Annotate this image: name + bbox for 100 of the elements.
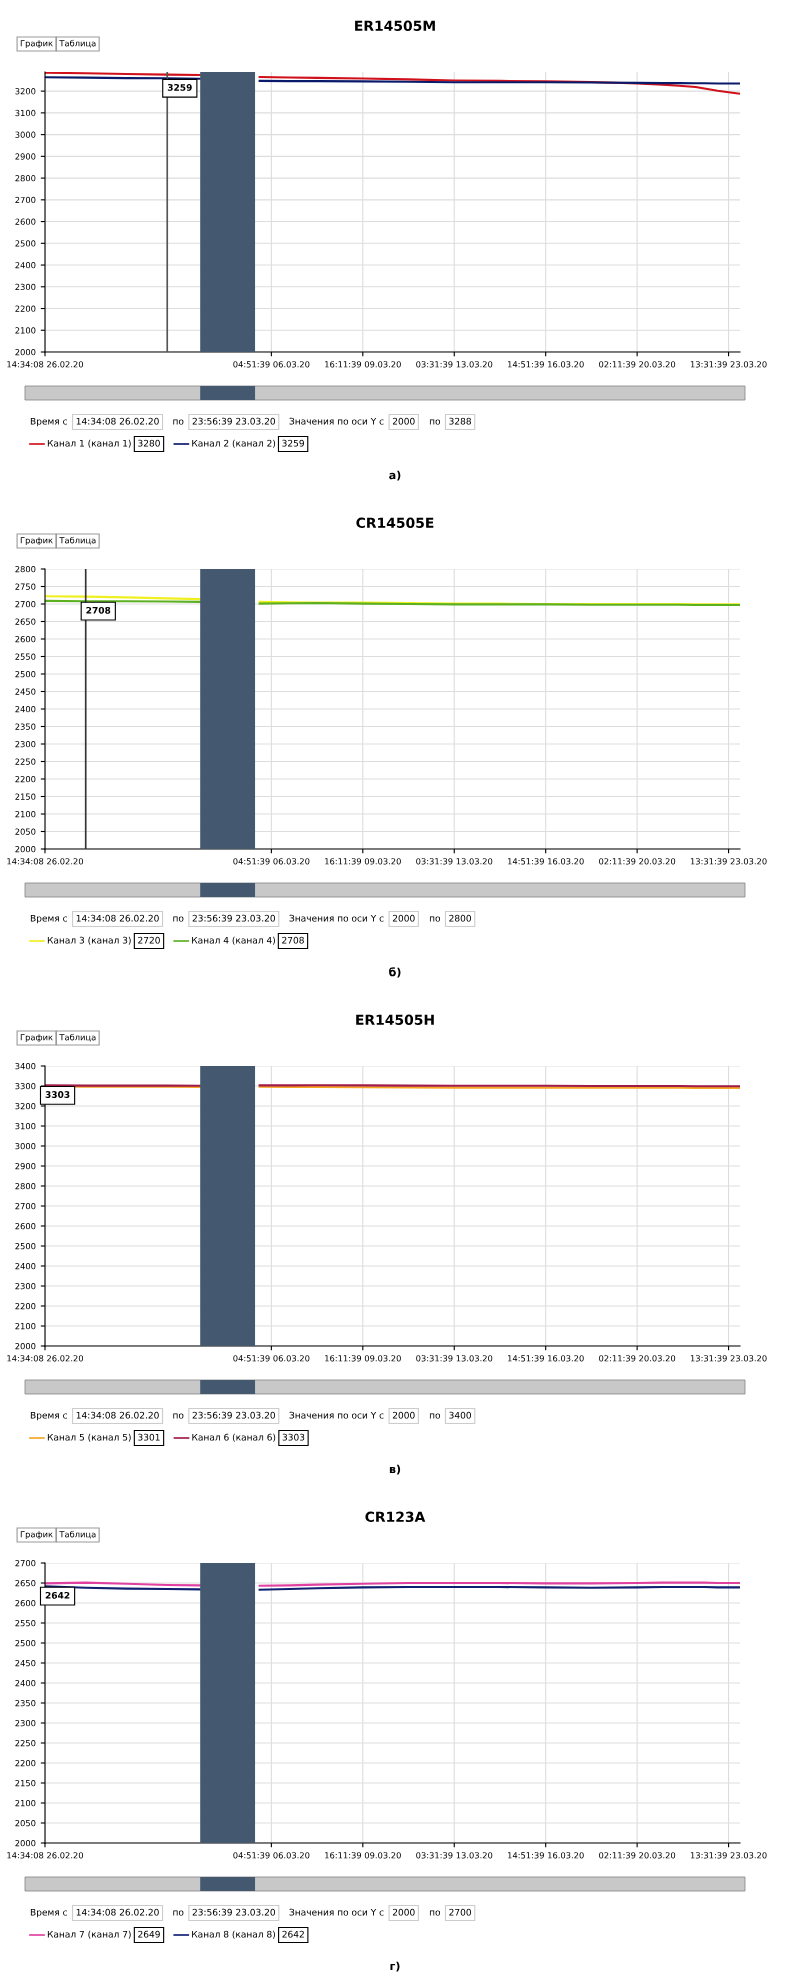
y-tick-label: 2150: [15, 1779, 36, 1787]
legend-label: Канал 8 (канал 8): [192, 1930, 275, 1939]
y-tick-label: 2300: [15, 1719, 36, 1727]
x-tick-label: 02:11:39 20.03.20: [599, 858, 676, 865]
text: 3280: [138, 439, 160, 447]
x-tick-label: 04:51:39 06.03.20: [233, 1852, 310, 1859]
y-tick-label: 2400: [15, 1679, 36, 1687]
text: по: [429, 1413, 441, 1419]
x-tick-label: 16:11:39 09.03.20: [325, 1852, 401, 1859]
text: в): [389, 1464, 401, 1475]
y-tick-label: 2300: [15, 1282, 36, 1290]
text: Время с: [30, 1411, 67, 1421]
text: Значения по оси Y с: [289, 417, 384, 425]
text: 23:56:39 23.03.20: [192, 1908, 276, 1916]
y-tick-label: 2200: [15, 305, 36, 312]
legend-label: Канал 7 (канал 7): [47, 1930, 131, 1939]
chart-title: ER14505H: [356, 1014, 434, 1026]
text: График: [20, 40, 53, 49]
y-tick-label: 2500: [15, 240, 36, 247]
text: Время с: [30, 1908, 67, 1918]
text: 14:34:08 26.02.20: [76, 417, 159, 425]
y-tick-label: 3100: [15, 1122, 36, 1130]
y-tick-label: 2100: [15, 1322, 36, 1330]
y-tick-label: 2550: [15, 1619, 36, 1627]
text: а): [389, 470, 401, 481]
y-tick-label: 2500: [15, 670, 36, 678]
chart-title: CR14505E: [356, 517, 434, 529]
y-tick-label: 2050: [15, 828, 36, 835]
text: по: [173, 916, 184, 922]
y-tick-label: 2400: [15, 705, 36, 713]
text: б): [389, 967, 401, 978]
x-tick-label: 03:31:39 13.03.20: [416, 361, 493, 368]
text: График: [20, 1531, 53, 1540]
text: 23:56:39 23.03.20: [192, 914, 276, 922]
x-tick-label: 03:31:39 13.03.20: [416, 1852, 493, 1859]
x-tick-label: 13:31:39 23.03.20: [690, 1355, 767, 1362]
legend-label: Канал 3 (канал 3): [47, 936, 131, 945]
y-tick-label: 2800: [15, 1182, 36, 1190]
y-tick-label: 2900: [15, 1162, 36, 1170]
text: 2800: [449, 914, 471, 922]
text: Значения по оси Y с: [289, 1411, 384, 1419]
y-tick-label: 2500: [15, 1639, 36, 1647]
text: 2000: [392, 1908, 415, 1916]
text: по: [429, 419, 441, 425]
y-tick-label: 2350: [15, 1699, 36, 1707]
y-tick-label: 3100: [15, 109, 36, 117]
y-tick-label: 2000: [15, 1342, 36, 1350]
y-tick-label: 2100: [15, 810, 36, 818]
text: 3303: [282, 1433, 305, 1441]
text: г): [390, 1961, 400, 1972]
legend-label: Канал 1 (канал 1): [47, 439, 131, 448]
y-tick-label: 2550: [15, 653, 36, 660]
y-tick-label: 2600: [15, 1599, 36, 1607]
y-tick-label: 2300: [15, 283, 36, 291]
text: 2720: [138, 936, 160, 944]
text: 3301: [138, 1433, 160, 1441]
x-tick-label: 13:31:39 23.03.20: [690, 858, 767, 865]
y-tick-label: 2900: [15, 153, 36, 160]
text: 2649: [138, 1930, 160, 1938]
y-tick-label: 3400: [15, 1062, 36, 1070]
legend-label: Канал 4 (канал 4): [192, 936, 275, 945]
y-tick-label: 2250: [15, 1739, 36, 1747]
y-tick-label: 2600: [15, 1222, 36, 1230]
x-tick-label: 13:31:39 23.03.20: [690, 1852, 767, 1859]
text: по: [173, 1413, 184, 1419]
text: 2642: [282, 1930, 304, 1938]
annotation: 2708: [86, 606, 111, 614]
text: Время с: [30, 417, 67, 427]
x-tick-label: 02:11:39 20.03.20: [599, 1852, 676, 1859]
y-tick-label: 2600: [15, 635, 36, 643]
text: График: [20, 1034, 53, 1043]
x-tick-label: 14:34:08 26.02.20: [7, 1852, 84, 1859]
y-tick-label: 2650: [15, 618, 36, 625]
legend-label: Канал 6 (канал 6): [192, 1433, 276, 1442]
y-tick-label: 3200: [15, 1102, 36, 1110]
chart-title: CR123A: [365, 1511, 426, 1523]
y-tick-label: 2700: [15, 1202, 36, 1210]
legend-label: Канал 5 (канал 5): [47, 1433, 131, 1442]
text: 14:34:08 26.02.20: [76, 914, 159, 922]
y-tick-label: 2100: [15, 327, 36, 334]
text: по: [429, 1910, 441, 1916]
y-tick-label: 2400: [15, 1262, 36, 1270]
text: 3400: [449, 1411, 471, 1419]
y-tick-label: 2200: [15, 1759, 36, 1767]
text: Таблица: [59, 1530, 96, 1539]
text: График: [20, 537, 53, 546]
y-tick-label: 2400: [15, 262, 36, 269]
y-tick-label: 2350: [15, 723, 36, 730]
x-tick-label: 04:51:39 06.03.20: [233, 858, 310, 865]
x-tick-label: 16:11:39 09.03.20: [325, 1355, 401, 1362]
text: 2000: [392, 417, 415, 425]
text: по: [429, 916, 441, 922]
x-tick-label: 14:51:39 16.03.20: [508, 1355, 584, 1362]
text: 2000: [392, 914, 415, 922]
x-tick-label: 14:34:08 26.02.20: [7, 361, 84, 368]
text: 3288: [449, 417, 471, 425]
legend-label: Канал 2 (канал 2): [192, 439, 276, 448]
text: 2700: [449, 1908, 471, 1916]
text: 14:34:08 26.02.20: [76, 1908, 159, 1916]
chart-title: ER14505M: [355, 20, 435, 32]
